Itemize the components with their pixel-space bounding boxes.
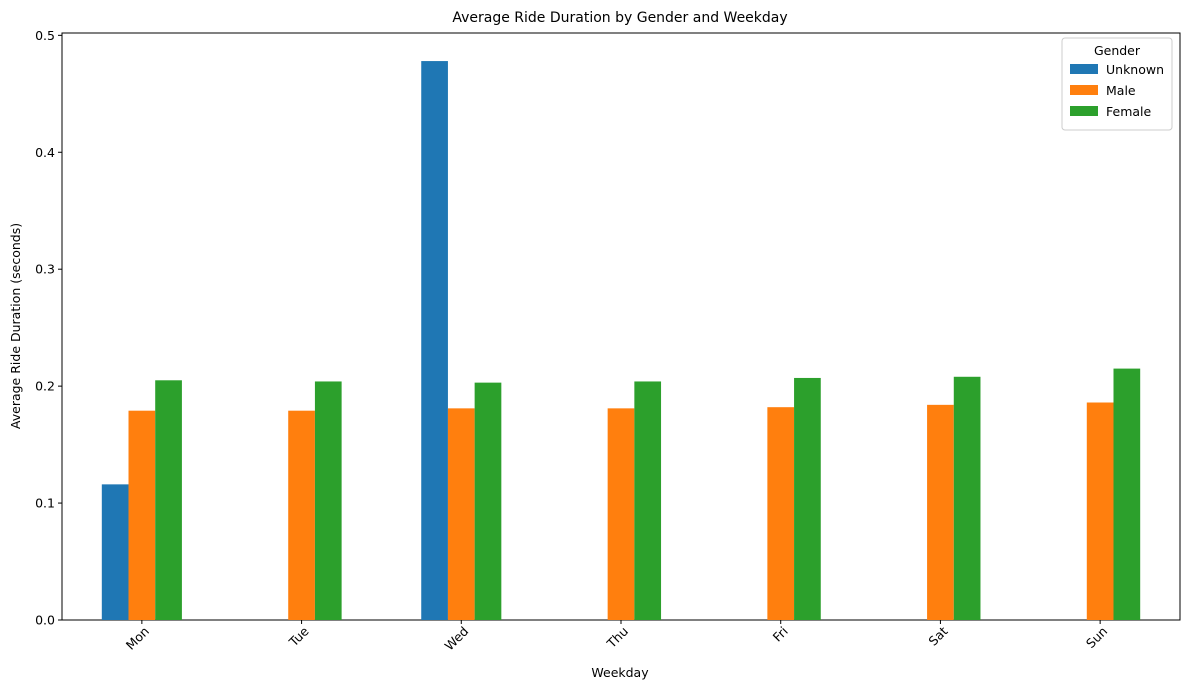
bar-unknown-wed bbox=[421, 61, 448, 621]
y-tick-label: 0.5 bbox=[35, 28, 55, 43]
legend-label-unknown: Unknown bbox=[1106, 62, 1164, 77]
y-tick-label: 0.2 bbox=[35, 379, 55, 394]
bar-female-sun bbox=[1113, 368, 1141, 620]
bars-group bbox=[101, 61, 1141, 621]
legend-label-female: Female bbox=[1106, 104, 1152, 119]
chart-title: Average Ride Duration by Gender and Week… bbox=[452, 10, 787, 26]
legend-title: Gender bbox=[1094, 43, 1141, 58]
y-tick-label: 0.1 bbox=[35, 496, 55, 511]
bar-male-tue bbox=[288, 410, 315, 620]
bar-male-fri bbox=[767, 407, 795, 620]
y-tick-label: 0.4 bbox=[35, 145, 55, 160]
bar-male-mon bbox=[128, 410, 156, 620]
legend-label-male: Male bbox=[1106, 83, 1136, 98]
x-tick-label-sun: Sun bbox=[1083, 624, 1110, 651]
bar-female-fri bbox=[794, 377, 821, 620]
x-axis: Mon Tue Wed Thu Fri Sat Sun bbox=[123, 620, 1110, 654]
bar-female-mon bbox=[155, 380, 182, 620]
legend-swatch-unknown bbox=[1070, 64, 1098, 74]
x-tick-label-fri: Fri bbox=[770, 624, 791, 645]
legend-swatch-female bbox=[1070, 106, 1098, 116]
bar-male-sun bbox=[1086, 402, 1114, 620]
x-tick-label-sat: Sat bbox=[925, 623, 950, 648]
bar-male-wed bbox=[447, 408, 475, 620]
x-tick-label-thu: Thu bbox=[603, 624, 631, 652]
bar-female-thu bbox=[634, 381, 662, 620]
legend-swatch-male bbox=[1070, 85, 1098, 95]
bar-male-thu bbox=[607, 408, 635, 620]
y-axis: 0.0 0.1 0.2 0.3 0.4 0.5 bbox=[35, 28, 62, 628]
bar-unknown-mon bbox=[101, 484, 129, 620]
legend: Gender Unknown Male Female bbox=[1061, 37, 1173, 131]
bar-female-sat bbox=[953, 376, 981, 620]
x-tick-label-tue: Tue bbox=[285, 623, 312, 650]
y-tick-label: 0.0 bbox=[35, 613, 55, 628]
x-axis-label: Weekday bbox=[591, 665, 649, 680]
bar-male-sat bbox=[927, 404, 954, 620]
y-tick-label: 0.3 bbox=[35, 262, 55, 277]
x-tick-label-wed: Wed bbox=[442, 624, 472, 654]
bar-female-tue bbox=[314, 381, 342, 620]
y-axis-label: Average Ride Duration (seconds) bbox=[8, 223, 23, 429]
x-tick-label-mon: Mon bbox=[123, 624, 152, 653]
bar-female-wed bbox=[474, 382, 502, 620]
